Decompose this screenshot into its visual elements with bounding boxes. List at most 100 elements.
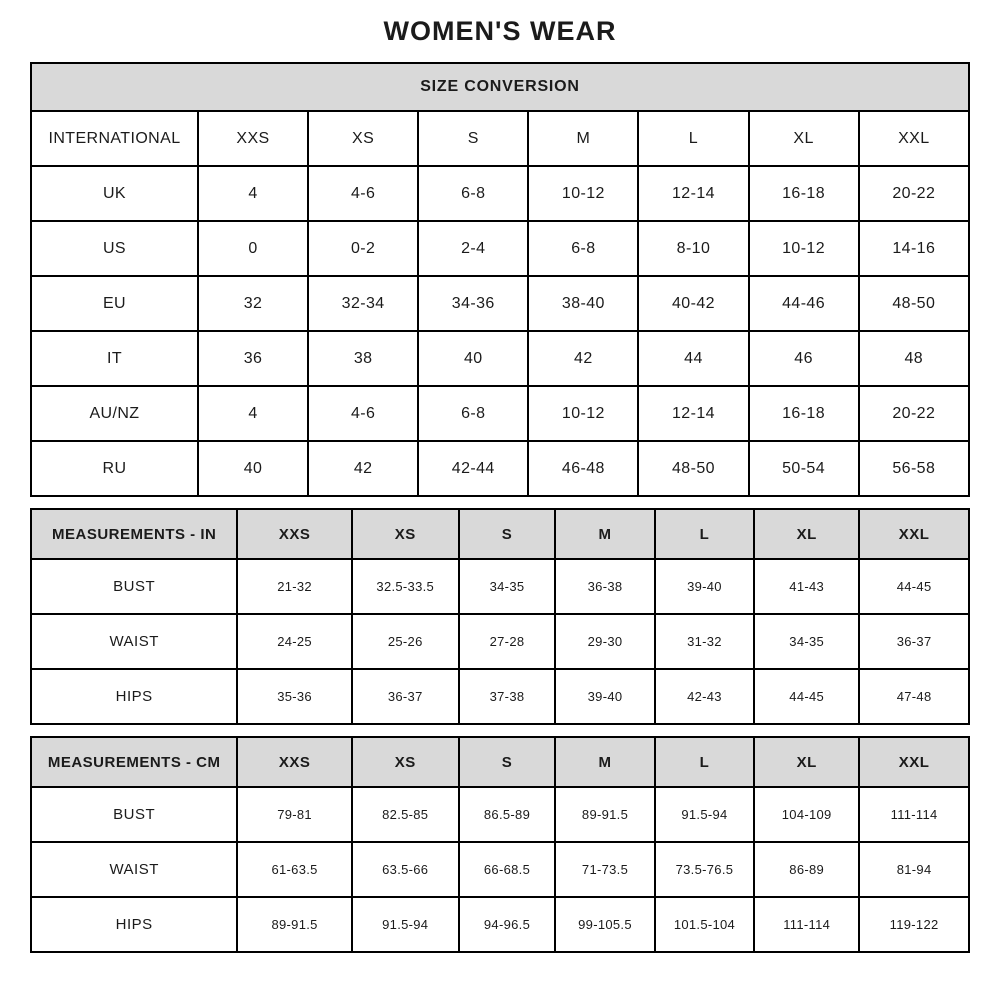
column-header-row: INTERNATIONAL XXS XS S M L XL XXL <box>30 110 971 167</box>
table-row-waist-cm: WAIST 61-63.5 63.5-66 66-68.5 71-73.5 73… <box>29 841 970 898</box>
size-cell: 48-50 <box>857 275 971 332</box>
measurement-cell: 21-32 <box>236 558 353 615</box>
size-cell: 14-16 <box>857 220 971 277</box>
size-cell: 4-6 <box>307 165 420 222</box>
column-header-size: XS <box>350 508 460 560</box>
table-row-us: US 0 0-2 2-4 6-8 8-10 10-12 14-16 <box>30 220 971 277</box>
column-header-size: XL <box>753 736 861 788</box>
column-header-size: M <box>554 736 656 788</box>
row-label: WAIST <box>29 841 239 898</box>
measurement-cell: 35-36 <box>236 668 353 725</box>
table-row-hips-in: HIPS 35-36 36-37 37-38 39-40 42-43 44-45… <box>29 668 970 725</box>
measurement-cell: 101.5-104 <box>653 896 756 953</box>
size-cell: 4 <box>196 165 310 222</box>
measurement-cell: 79-81 <box>236 786 353 843</box>
size-cell: 0-2 <box>307 220 420 277</box>
size-cell: 48-50 <box>637 440 750 497</box>
column-header-size: S <box>417 110 530 167</box>
measurement-cell: 94-96.5 <box>457 896 557 953</box>
column-header-size: M <box>527 110 640 167</box>
column-header-size: XXS <box>236 736 353 788</box>
measurement-cell: 104-109 <box>753 786 861 843</box>
size-cell: 0 <box>196 220 310 277</box>
column-header-size: M <box>554 508 656 560</box>
size-cell: 20-22 <box>857 385 971 442</box>
column-header-size: S <box>457 736 557 788</box>
measurement-cell: 71-73.5 <box>554 841 656 898</box>
size-cell: 34-36 <box>417 275 530 332</box>
column-header-size: L <box>637 110 750 167</box>
table-row-eu: EU 32 32-34 34-36 38-40 40-42 44-46 48-5… <box>30 275 971 332</box>
size-cell: 40-42 <box>637 275 750 332</box>
measurement-cell: 39-40 <box>653 558 756 615</box>
size-cell: 38 <box>307 330 420 387</box>
measurement-cell: 36-37 <box>350 668 460 725</box>
size-cell: 10-12 <box>527 165 640 222</box>
measurement-cell: 91.5-94 <box>350 896 460 953</box>
measurements-in-table: MEASUREMENTS - IN XXS XS S M L XL XXL BU… <box>29 508 970 725</box>
size-cell: 42-44 <box>417 440 530 497</box>
size-cell: 40 <box>196 440 310 497</box>
measurement-cell: 63.5-66 <box>350 841 460 898</box>
row-label: IT <box>30 330 199 387</box>
row-label: BUST <box>29 786 239 843</box>
measurement-cell: 47-48 <box>858 668 970 725</box>
column-header-size: XXL <box>858 736 970 788</box>
column-header-size: XXS <box>196 110 310 167</box>
measurement-cell: 32.5-33.5 <box>350 558 460 615</box>
size-cell: 6-8 <box>417 385 530 442</box>
measurement-cell: 36-38 <box>554 558 656 615</box>
size-cell: 6-8 <box>527 220 640 277</box>
row-label: WAIST <box>29 613 239 670</box>
size-cell: 56-58 <box>857 440 971 497</box>
column-header-size: XS <box>307 110 420 167</box>
size-cell: 12-14 <box>637 165 750 222</box>
measurement-cell: 31-32 <box>653 613 756 670</box>
size-cell: 32 <box>196 275 310 332</box>
measurements-in-header: MEASUREMENTS - IN <box>29 508 239 560</box>
measurement-cell: 111-114 <box>858 786 970 843</box>
measurement-cell: 34-35 <box>753 613 861 670</box>
table-row-it: IT 36 38 40 42 44 46 48 <box>30 330 971 387</box>
column-header-size: XXL <box>858 508 970 560</box>
row-label: AU/NZ <box>30 385 199 442</box>
table-row-aunz: AU/NZ 4 4-6 6-8 10-12 12-14 16-18 20-22 <box>30 385 971 442</box>
page-title: WOMEN'S WEAR <box>383 16 617 46</box>
measurement-cell: 44-45 <box>858 558 970 615</box>
column-header-row: MEASUREMENTS - IN XXS XS S M L XL XXL <box>29 508 970 560</box>
measurement-cell: 89-91.5 <box>236 896 353 953</box>
measurement-cell: 44-45 <box>753 668 861 725</box>
measurement-cell: 39-40 <box>554 668 656 725</box>
measurement-cell: 81-94 <box>858 841 970 898</box>
column-header-size: XL <box>747 110 860 167</box>
size-cell: 4-6 <box>307 385 420 442</box>
column-header-size: XXS <box>236 508 353 560</box>
measurement-cell: 86.5-89 <box>457 786 557 843</box>
size-cell: 16-18 <box>747 165 860 222</box>
measurement-cell: 89-91.5 <box>554 786 656 843</box>
size-conversion-banner: SIZE CONVERSION <box>30 62 970 112</box>
table-row-ru: RU 40 42 42-44 46-48 48-50 50-54 56-58 <box>30 440 971 497</box>
column-header-size: XS <box>350 736 460 788</box>
column-header-international: INTERNATIONAL <box>30 110 199 167</box>
size-cell: 44 <box>637 330 750 387</box>
row-label: RU <box>30 440 199 497</box>
size-cell: 36 <box>196 330 310 387</box>
row-label: UK <box>30 165 199 222</box>
table-row-bust-in: BUST 21-32 32.5-33.5 34-35 36-38 39-40 4… <box>29 558 970 615</box>
size-cell: 48 <box>857 330 971 387</box>
table-banner-row: SIZE CONVERSION <box>30 62 970 112</box>
size-cell: 32-34 <box>307 275 420 332</box>
column-header-row: MEASUREMENTS - CM XXS XS S M L XL XXL <box>29 736 970 788</box>
size-cell: 10-12 <box>747 220 860 277</box>
row-label: HIPS <box>29 896 239 953</box>
size-cell: 12-14 <box>637 385 750 442</box>
measurement-cell: 99-105.5 <box>554 896 656 953</box>
size-cell: 38-40 <box>527 275 640 332</box>
size-cell: 46 <box>747 330 860 387</box>
size-cell: 2-4 <box>417 220 530 277</box>
measurement-cell: 86-89 <box>753 841 861 898</box>
size-conversion-table: SIZE CONVERSION INTERNATIONAL XXS XS S M… <box>30 62 971 497</box>
size-cell: 8-10 <box>637 220 750 277</box>
